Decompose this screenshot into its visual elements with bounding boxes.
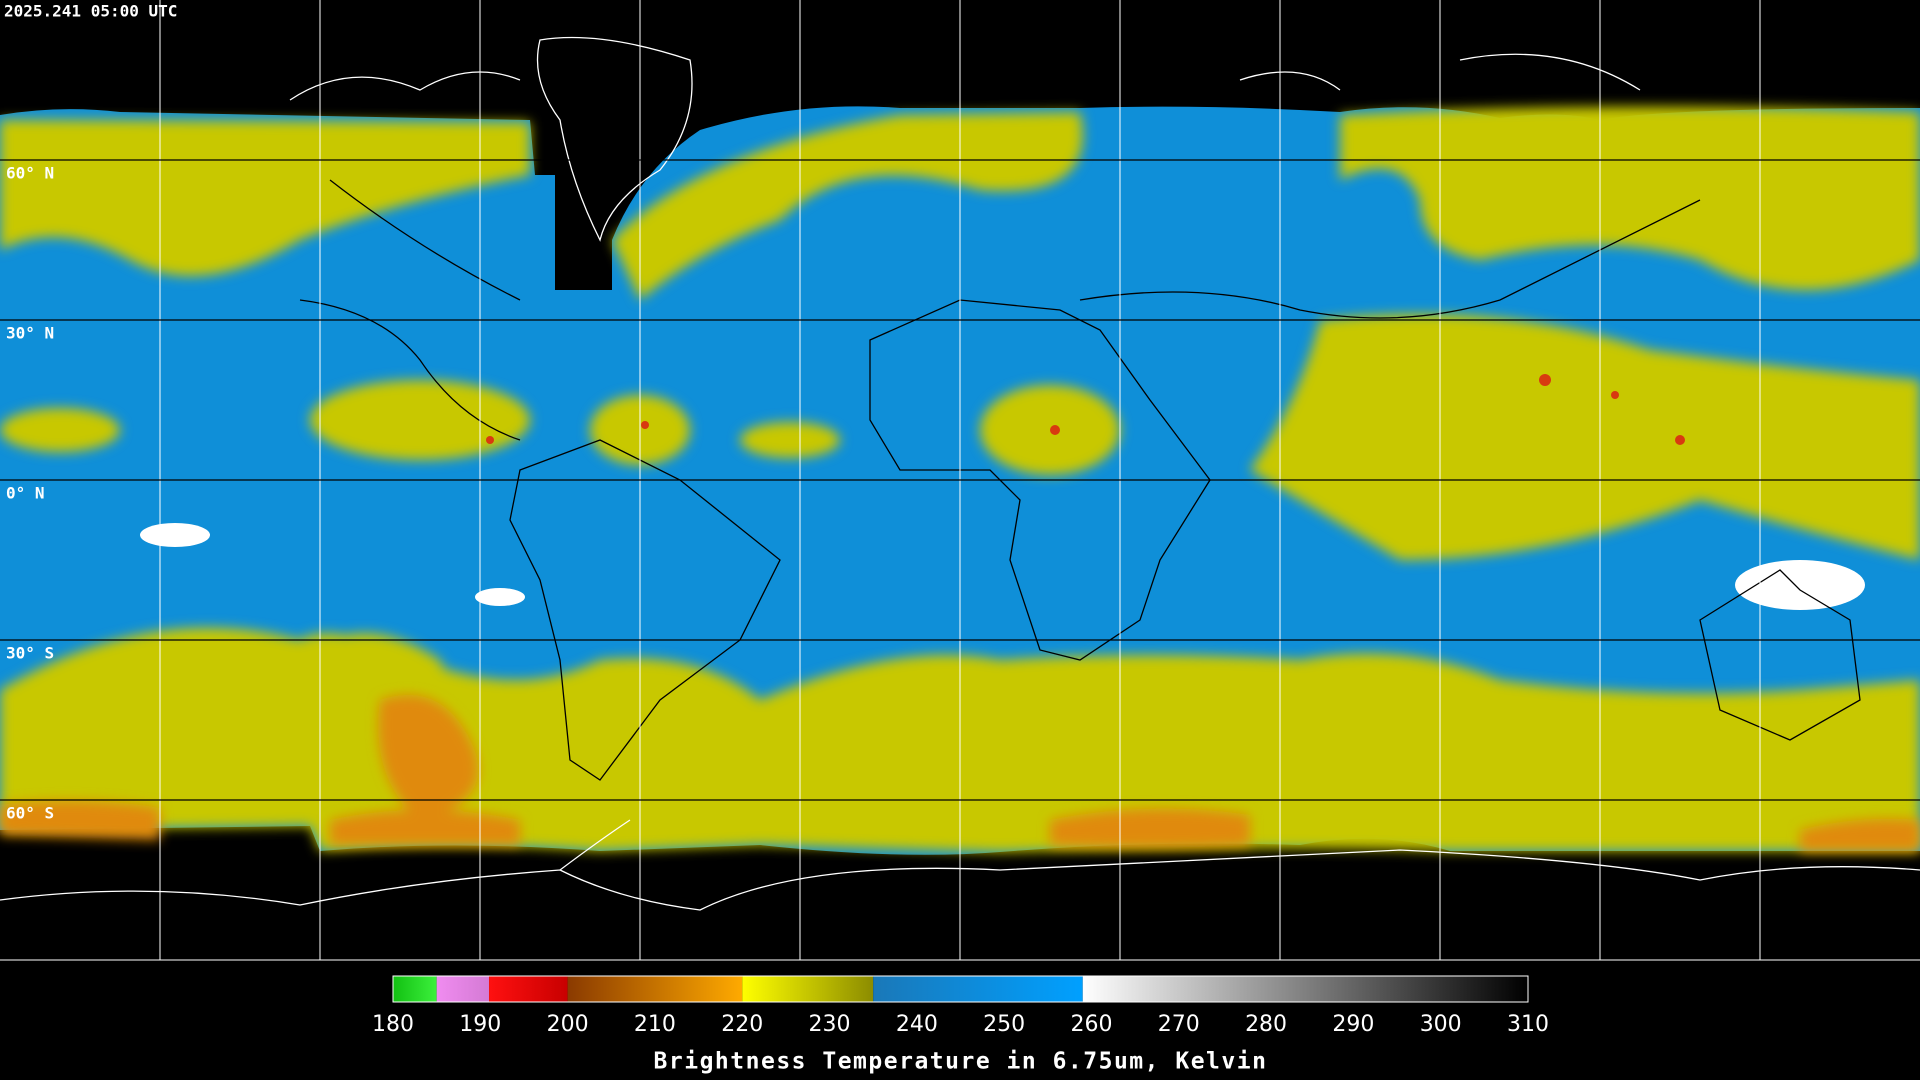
- colorbar-tick-label: 310: [1507, 1012, 1549, 1037]
- colorbar: 180 190 200 210 220 230 240 250 260 270 280 290 300 3…: [372, 975, 1549, 1075]
- cold-cloud-tops: [486, 374, 1685, 445]
- colorbar-segment: [436, 976, 490, 1002]
- colorbar-frame: [392, 975, 1529, 1003]
- colorbar-tick-label: 210: [634, 1012, 676, 1037]
- colorbar-segment: [873, 976, 1083, 1002]
- graticule: [0, 0, 1920, 961]
- colorbar-tick-label: 230: [809, 1012, 851, 1037]
- latitude-label: 30° N: [6, 324, 54, 343]
- colorbar-tick-label: 250: [983, 1012, 1025, 1037]
- colorbar-tick-label: 240: [896, 1012, 938, 1037]
- dry-cold-areas: [0, 695, 1920, 851]
- colorbar-segment: [742, 976, 874, 1002]
- colorbar-title: Brightness Temperature in 6.75um, Kelvin: [654, 1049, 1268, 1075]
- colorbar-segment: [567, 976, 743, 1002]
- colorbar-tick-label: 270: [1158, 1012, 1200, 1037]
- clear-dry-patches: [140, 523, 1865, 610]
- colorbar-tick-label: 220: [721, 1012, 763, 1037]
- colorbar-segment: [489, 976, 568, 1002]
- colorbar-tick-label: 280: [1245, 1012, 1287, 1037]
- latitude-label: 60° S: [6, 804, 54, 823]
- colorbar-tick-label: 290: [1332, 1012, 1374, 1037]
- colorbar-tick-label: 260: [1070, 1012, 1112, 1037]
- colorbar-segment: [393, 976, 437, 1002]
- polar-coastlines: [0, 36, 1920, 911]
- latitude-label: 30° S: [6, 644, 54, 663]
- colorbar-tick-label: 200: [547, 1012, 589, 1037]
- latitude-label: 60° N: [6, 164, 54, 183]
- latitude-label: 0° N: [6, 484, 45, 503]
- timestamp: 2025.241 05:00 UTC: [4, 2, 177, 21]
- latitude-labels: 60° N 30° N 0° N 30° S 60° S: [6, 164, 54, 823]
- colorbar-segment: [1082, 976, 1528, 1002]
- colorbar-tick-label: 190: [459, 1012, 501, 1037]
- colorbar-tick-label: 300: [1420, 1012, 1462, 1037]
- colorbar-tick-label: 180: [372, 1012, 414, 1037]
